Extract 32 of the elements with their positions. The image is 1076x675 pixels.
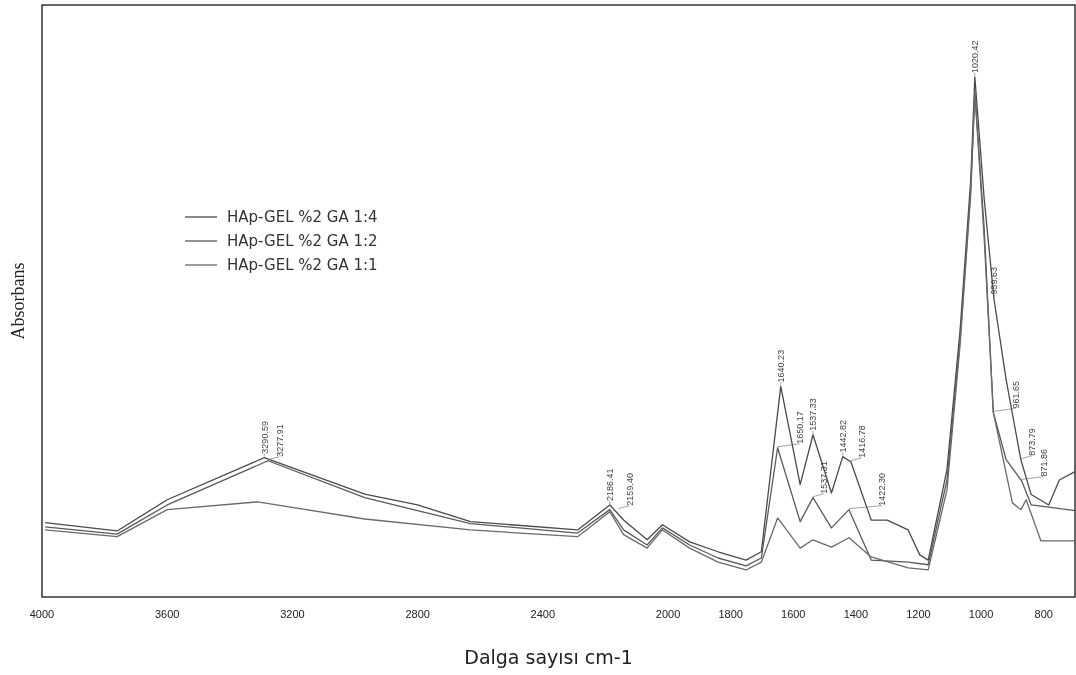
legend-label: HAp-GEL %2 GA 1:2 — [227, 232, 378, 250]
annotation: 1537.33 — [808, 398, 819, 431]
annotation: 1640.23 — [776, 349, 787, 383]
annotation: 1422.30 — [877, 473, 888, 506]
annotation: 1537.31 — [819, 461, 830, 494]
x-tick-label: 2000 — [655, 608, 681, 620]
annotation: 1442.82 — [838, 420, 849, 453]
x-tick-label: 3200 — [280, 608, 305, 620]
annotation: 1416.78 — [857, 425, 868, 458]
x-tick-label: 2400 — [530, 608, 556, 620]
y-axis-title: Absorbans — [8, 262, 28, 340]
x-tick-label: 1800 — [718, 608, 743, 620]
x-tick-label: 1400 — [843, 608, 869, 620]
x-tick-label: 2800 — [405, 608, 430, 620]
annotation: 2159.40 — [624, 473, 635, 506]
x-tick-label: 4000 — [29, 608, 55, 620]
x-tick-label: 1000 — [968, 608, 994, 620]
legend-label: HAp-GEL %2 GA 1:1 — [227, 256, 378, 274]
x-tick-label: 800 — [1034, 608, 1053, 620]
annotation: 3277.91 — [274, 424, 285, 457]
annotation: 1020.42 — [970, 40, 981, 73]
legend-label: HAp-GEL %2 GA 1:4 — [227, 208, 378, 226]
annotation: 871.86 — [1038, 448, 1049, 477]
x-tick-label: 1200 — [906, 608, 931, 620]
annotation: 1650.17 — [795, 411, 806, 444]
annotation: 961.65 — [1010, 380, 1021, 409]
x-axis-title: Dalga sayısı cm-1 — [464, 646, 633, 668]
annotation: 3290.59 — [259, 421, 270, 454]
annotation: 873.79 — [1027, 428, 1038, 456]
x-tick-label: 1600 — [781, 608, 806, 620]
annotation: 2186.41 — [605, 468, 616, 501]
x-tick-label: 3600 — [154, 608, 180, 620]
